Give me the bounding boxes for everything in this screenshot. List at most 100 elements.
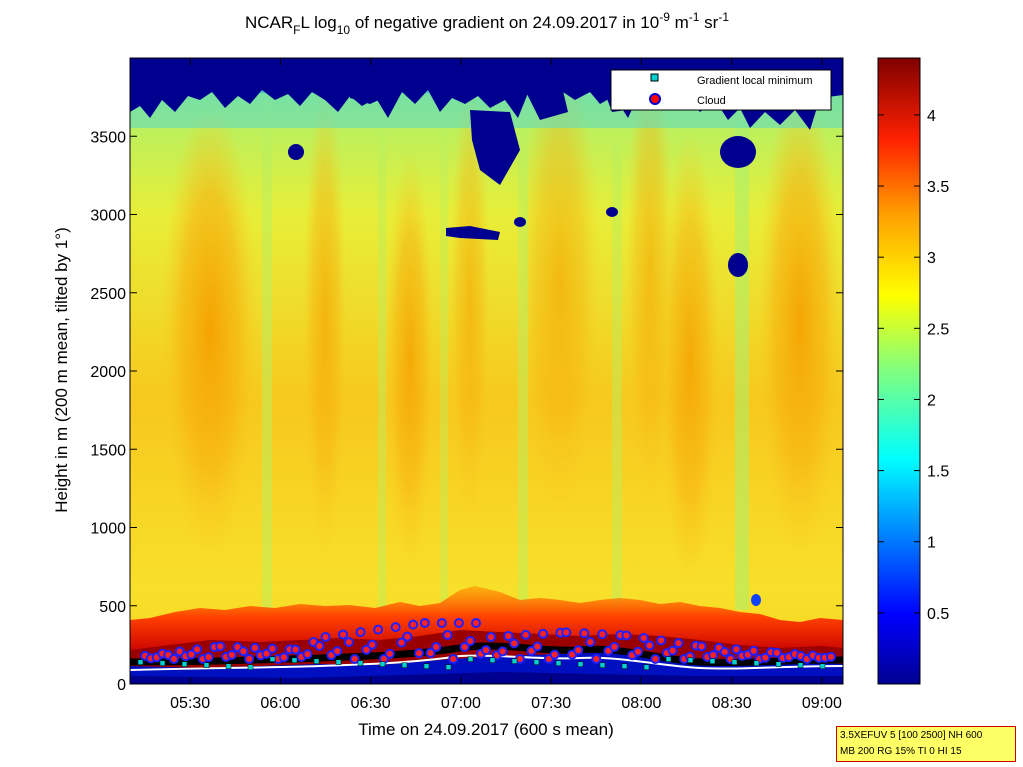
cloud-marker bbox=[708, 650, 719, 661]
cloud-marker bbox=[168, 653, 179, 664]
colorbar-ticks: 0.5 1 1.5 2 2.5 3 3.5 4 bbox=[878, 108, 949, 623]
gradient-min-marker bbox=[577, 661, 584, 667]
cloud-marker bbox=[343, 637, 354, 648]
cloud-marker bbox=[244, 653, 255, 664]
cloud-marker bbox=[632, 646, 643, 657]
gradient-min-marker bbox=[775, 661, 782, 667]
cloud-marker bbox=[302, 649, 313, 660]
gradient-min-marker bbox=[247, 664, 254, 670]
cloud-marker bbox=[771, 647, 782, 658]
gradient-min-marker bbox=[819, 663, 826, 669]
colorbar-tick-label: 2 bbox=[927, 392, 936, 409]
gradient-min-marker bbox=[335, 659, 342, 665]
gradient-min-marker bbox=[159, 660, 166, 666]
cloud-marker bbox=[731, 644, 742, 655]
cloud-marker bbox=[338, 629, 349, 640]
cloud-marker bbox=[226, 649, 237, 660]
cloud-marker bbox=[667, 645, 678, 656]
y-tick-label: 2000 bbox=[90, 364, 126, 381]
cloud-marker bbox=[591, 653, 602, 664]
cloud-marker bbox=[760, 652, 771, 663]
cloud-marker bbox=[425, 647, 436, 658]
cloud-marker bbox=[332, 646, 343, 657]
gradient-min-marker bbox=[797, 662, 804, 668]
cloud-marker bbox=[486, 632, 497, 643]
x-tick-label: 05:30 bbox=[170, 695, 210, 712]
colorbar-tick-label: 3.5 bbox=[927, 179, 949, 196]
cloud-marker bbox=[396, 637, 407, 648]
cloud-marker bbox=[367, 639, 378, 650]
cloud-marker bbox=[431, 641, 442, 652]
cloud-marker bbox=[696, 641, 707, 652]
cloud-marker bbox=[390, 622, 401, 633]
cloud-marker bbox=[644, 640, 655, 651]
cloud-marker bbox=[520, 629, 531, 640]
cloud-marker bbox=[419, 617, 430, 628]
legend-gradient-min-marker bbox=[650, 73, 659, 82]
x-tick-label: 07:30 bbox=[531, 695, 571, 712]
cloud-marker bbox=[215, 641, 226, 652]
cloud-marker bbox=[585, 637, 596, 648]
legend-cloud-marker bbox=[649, 93, 661, 105]
cloud-marker bbox=[509, 638, 520, 649]
cloud-marker bbox=[249, 642, 260, 653]
gradient-min-marker bbox=[445, 664, 452, 670]
colorbar-tick-label: 1.5 bbox=[927, 464, 949, 481]
x-tick-label: 06:30 bbox=[351, 695, 391, 712]
cloud-marker bbox=[597, 629, 608, 640]
cloud-marker bbox=[453, 617, 464, 628]
gradient-min-marker bbox=[731, 659, 738, 665]
cloud-marker bbox=[650, 653, 661, 664]
legend: Gradient local minimum Cloud bbox=[610, 69, 832, 111]
gradient-min-marker bbox=[533, 659, 540, 665]
gradient-min-marker bbox=[511, 658, 518, 664]
cloud-marker bbox=[503, 630, 514, 641]
y-axis: 0 500 1000 1500 2000 2500 3000 3500 bbox=[90, 129, 843, 694]
parameter-info-box: 3.5XEFUV 5 [100 2500] NH 600 MB 200 RG 1… bbox=[836, 726, 1016, 762]
cloud-marker bbox=[748, 645, 759, 656]
legend-label-cloud: Cloud bbox=[697, 95, 726, 107]
gradient-minimum-markers bbox=[137, 656, 826, 670]
gradient-min-marker bbox=[467, 656, 474, 662]
x-tick-label: 06:00 bbox=[260, 695, 300, 712]
cloud-marker bbox=[621, 630, 632, 641]
cloud-marker bbox=[408, 619, 419, 630]
cloud-marker bbox=[278, 652, 289, 663]
cloud-marker bbox=[638, 633, 649, 644]
cloud-marker bbox=[267, 643, 278, 654]
cloud-marker bbox=[402, 631, 413, 642]
cloud-marker bbox=[465, 635, 476, 646]
colorbar-tick-label: 3 bbox=[927, 250, 936, 267]
cloud-marker bbox=[238, 646, 249, 657]
cloud-marker bbox=[579, 628, 590, 639]
gradient-min-marker bbox=[357, 660, 364, 666]
gradient-min-marker bbox=[709, 658, 716, 664]
gradient-min-marker bbox=[665, 656, 672, 662]
cloud-marker bbox=[413, 648, 424, 659]
cloud-marker bbox=[290, 644, 301, 655]
colorbar-tick-label: 2.5 bbox=[927, 321, 949, 338]
colorbar-tick-label: 4 bbox=[927, 108, 936, 125]
colorbar-tick-label: 1 bbox=[927, 535, 936, 552]
info-line-2: MB 200 RG 15% TI 0 HI 15 bbox=[840, 746, 962, 757]
legend-label-gradient-min: Gradient local minimum bbox=[697, 75, 813, 87]
gradient-min-marker bbox=[291, 657, 298, 663]
gradient-min-marker bbox=[687, 657, 694, 663]
cloud-markers bbox=[140, 617, 836, 664]
cloud-marker bbox=[192, 644, 203, 655]
cloud-marker bbox=[355, 627, 366, 638]
cloud-marker bbox=[448, 653, 459, 664]
cloud-marker bbox=[719, 646, 730, 657]
y-tick-label: 1500 bbox=[90, 442, 126, 459]
y-tick-label: 0 bbox=[117, 677, 126, 694]
gradient-min-marker bbox=[621, 663, 628, 669]
x-tick-label: 07:00 bbox=[441, 695, 481, 712]
y-axis-label: Height in m (200 m mean, tilted by 1°) bbox=[52, 227, 71, 513]
cloud-marker bbox=[825, 651, 836, 662]
cloud-marker bbox=[320, 632, 331, 643]
y-tick-label: 3000 bbox=[90, 208, 126, 225]
colorbar: 0.5 1 1.5 2 2.5 3 3.5 4 bbox=[877, 57, 949, 685]
gradient-min-marker bbox=[753, 660, 760, 666]
cloud-marker bbox=[538, 628, 549, 639]
